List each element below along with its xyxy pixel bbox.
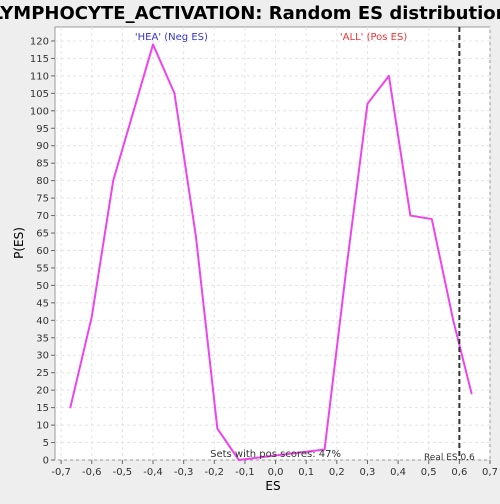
sets-pos-scores-label: Sets with pos scores: 47%: [210, 449, 341, 460]
x-tick-label: 0,3: [360, 467, 376, 478]
chart-title: LYMPHOCYTE_ACTIVATION: Random ES distrib…: [0, 3, 500, 24]
y-tick-label: 10: [36, 421, 49, 432]
y-tick-label: 100: [30, 106, 49, 117]
data-point: [345, 270, 347, 273]
plot-area: [54, 26, 491, 461]
data-point: [366, 103, 369, 105]
y-tick-label: 15: [36, 403, 49, 414]
y-tick-label: 95: [36, 124, 49, 135]
x-tick-label: -0,7: [51, 467, 71, 478]
x-tick-label: -0,3: [174, 467, 194, 478]
x-tick-label: 0,5: [421, 467, 437, 478]
axis-ticks: 0 5 10 15 20 25 30 35 40 45 50 55 60 65 70 75 80 85 90 95 10…: [30, 36, 498, 478]
y-tick-label: 30: [36, 351, 49, 362]
x-tick-label: -0,5: [113, 467, 133, 478]
y-tick-label: 25: [36, 368, 49, 379]
data-point: [90, 316, 93, 318]
grid: [55, 27, 491, 461]
y-tick-label: 5: [43, 438, 49, 449]
y-tick-label: 45: [36, 298, 49, 309]
x-tick-label: 0,0: [268, 467, 284, 478]
y-tick-label: 65: [36, 229, 49, 240]
y-tick-label: 90: [36, 141, 49, 152]
annotations: 'HEA' (Neg ES) 'ALL' (Pos ES) Sets with po…: [135, 27, 475, 463]
data-point: [409, 214, 412, 217]
data-point: [133, 106, 136, 109]
y-tick-label: 75: [36, 194, 49, 205]
y-tick-label: 40: [36, 316, 49, 327]
data-point: [112, 179, 115, 182]
x-tick-label: -0,2: [205, 467, 225, 478]
real-es-label: Real ES 0.6: [424, 453, 475, 463]
series-layer: [69, 43, 473, 461]
data-point: [388, 75, 390, 77]
data-point: [69, 406, 72, 409]
x-tick-label: 0,2: [329, 467, 345, 478]
y-tick-label: 60: [36, 246, 49, 257]
y-axis-label: P(ES): [12, 227, 26, 259]
y-tick-label: 0: [43, 456, 49, 467]
data-point: [216, 427, 219, 430]
x-tick-label: 0,1: [298, 467, 314, 478]
data-point: [430, 218, 433, 220]
y-tick-label: 55: [36, 263, 49, 274]
y-tick-label: 105: [30, 89, 49, 100]
x-tick-label: -0,4: [143, 467, 163, 478]
neg-es-label: 'HEA' (Neg ES): [135, 32, 208, 43]
data-point: [152, 43, 154, 46]
y-tick-label: 70: [36, 211, 49, 222]
x-tick-label: 0,7: [482, 467, 498, 478]
y-tick-label: 85: [36, 159, 49, 170]
data-point: [173, 92, 176, 95]
y-tick-label: 50: [36, 281, 49, 292]
x-tick-label: -0,6: [82, 467, 102, 478]
x-tick-label: 0,6: [451, 467, 467, 478]
y-tick-label: 110: [30, 71, 49, 82]
data-point: [238, 459, 240, 461]
data-point: [470, 392, 473, 395]
y-tick-label: 120: [30, 36, 49, 47]
x-tick-label: 0,4: [390, 467, 406, 478]
y-tick-label: 80: [36, 176, 49, 187]
data-point: [323, 448, 326, 451]
y-tick-label: 35: [36, 333, 49, 344]
data-point: [452, 319, 455, 322]
x-axis-label: ES: [265, 479, 280, 493]
x-tick-label: -0,1: [235, 467, 255, 478]
y-tick-label: 115: [30, 54, 49, 65]
y-tick-label: 20: [36, 386, 49, 397]
pos-es-label: 'ALL' (Pos ES): [340, 32, 407, 43]
data-point: [195, 235, 197, 238]
